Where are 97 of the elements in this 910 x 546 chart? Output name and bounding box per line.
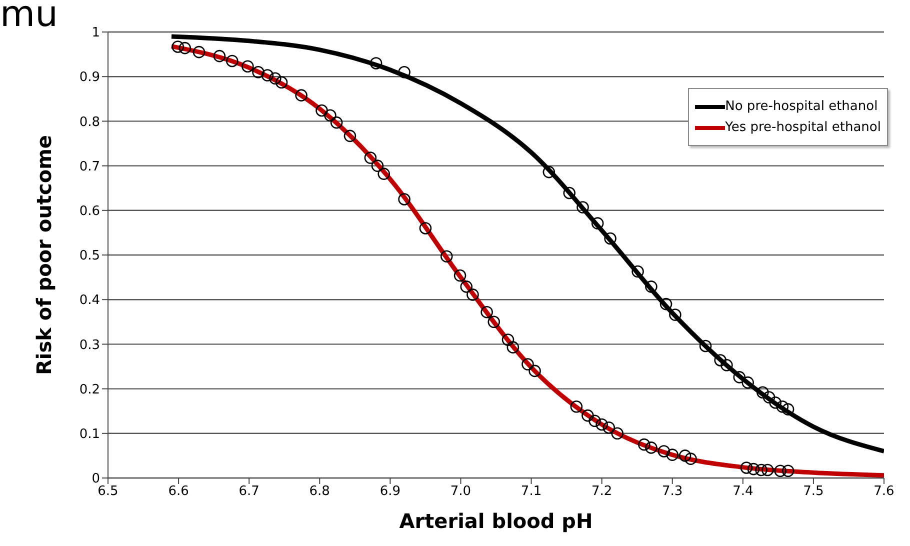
point [522, 358, 534, 370]
y-tick-label: 0 [92, 472, 100, 487]
point [782, 403, 794, 416]
point [714, 354, 726, 366]
text: mu [0, 0, 58, 35]
point [488, 316, 500, 328]
point [769, 396, 782, 409]
x-tick-label: 7.4 [732, 484, 754, 500]
point [378, 168, 390, 180]
point [528, 364, 541, 378]
point [542, 166, 556, 178]
point [480, 306, 493, 318]
x-axis-title: Arterial blood pH [399, 509, 593, 533]
point [370, 57, 382, 70]
point [699, 340, 712, 352]
point [684, 452, 697, 465]
y-tick-label: 0.6 [79, 204, 100, 220]
x-tick-label: 6.8 [309, 484, 330, 500]
x-tick-label: 7.6 [874, 484, 894, 500]
legend-label: No pre-hospital ethanol [725, 99, 878, 114]
x-tick-label: 6.7 [238, 484, 260, 500]
point [563, 186, 576, 200]
y-axis-title: Risk of poor outcome [32, 135, 56, 375]
y-tick-label: 0.7 [79, 159, 100, 174]
point [638, 438, 650, 451]
y-tick-label: 1 [92, 26, 100, 41]
point [756, 386, 769, 399]
point [466, 288, 479, 301]
point [740, 462, 753, 474]
point [460, 280, 473, 293]
point [720, 359, 733, 372]
x-tick-label: 6.6 [168, 484, 189, 500]
y-tick-label: 0.5 [79, 248, 100, 264]
y-tick-label: 0.2 [79, 382, 100, 398]
point [602, 421, 616, 434]
point [742, 376, 754, 389]
point [398, 193, 410, 206]
x-tick-label: 7.0 [450, 484, 472, 500]
point [226, 54, 238, 68]
point [678, 450, 692, 462]
point [611, 427, 624, 440]
point [192, 46, 206, 58]
point [172, 40, 184, 53]
x-tick-label: 7.5 [803, 484, 824, 500]
point [295, 89, 308, 102]
y-tick-label: 0.4 [79, 293, 100, 308]
point [782, 464, 794, 478]
point [261, 69, 274, 82]
y-tick-label: 0.3 [79, 338, 100, 353]
point [178, 42, 192, 54]
point [733, 371, 746, 384]
point [506, 341, 520, 354]
point [364, 152, 377, 164]
point [761, 464, 774, 476]
point [324, 109, 336, 122]
y-tick-label: 0.9 [79, 70, 100, 86]
point [604, 232, 616, 245]
point [660, 298, 672, 310]
point [645, 280, 658, 293]
point [570, 400, 583, 413]
point [596, 418, 608, 431]
point [440, 250, 453, 262]
point [454, 269, 466, 282]
point [774, 464, 786, 478]
legend-label: Yes pre-hospital ethanol [725, 120, 881, 135]
y-tick-label: 0.8 [79, 114, 100, 130]
point [747, 462, 760, 476]
x-tick-label: 7.2 [591, 484, 612, 500]
point [213, 50, 226, 62]
x-tick-label: 6.9 [380, 484, 401, 500]
point [502, 334, 514, 346]
point [242, 60, 254, 72]
x-tick-label: 6.5 [98, 484, 118, 500]
point [398, 66, 410, 78]
point [275, 76, 288, 89]
point [269, 72, 282, 85]
point [316, 104, 328, 117]
point [588, 414, 601, 428]
point [419, 222, 432, 234]
point [669, 308, 682, 321]
x-tick-label: 7.3 [662, 484, 683, 500]
point [645, 442, 658, 454]
point [776, 400, 789, 413]
y-tick-label: 0.1 [79, 427, 100, 442]
point [344, 130, 356, 142]
point [762, 391, 776, 404]
point [252, 66, 264, 78]
point [582, 409, 594, 422]
point [371, 160, 384, 172]
point [576, 201, 589, 214]
x-tick-label: 7.1 [520, 484, 542, 500]
point [666, 448, 679, 461]
point [330, 116, 343, 129]
point [755, 464, 768, 476]
point [632, 265, 644, 278]
point [658, 445, 670, 458]
point [591, 217, 604, 230]
